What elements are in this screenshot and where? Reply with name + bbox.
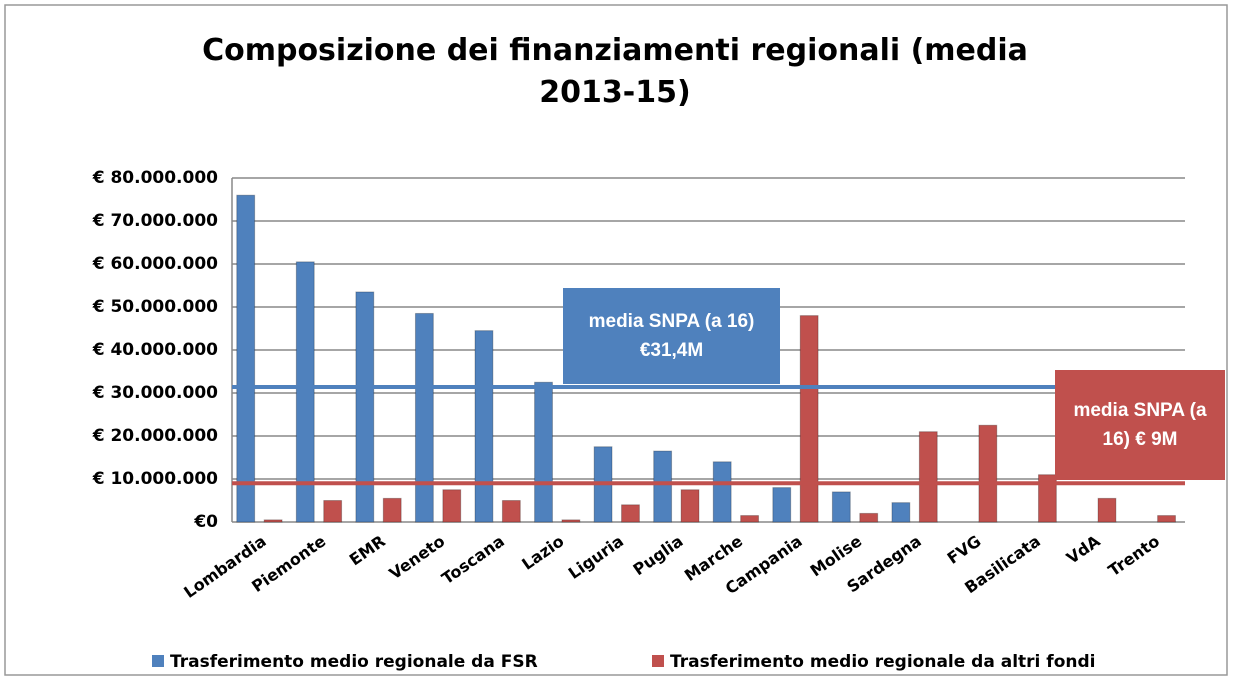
bar bbox=[561, 519, 581, 523]
y-tick-label: € 40.000.000 bbox=[92, 340, 218, 360]
y-tick-label: € 20.000.000 bbox=[92, 426, 218, 446]
legend-label: Trasferimento medio regionale da FSR bbox=[170, 652, 538, 672]
bar bbox=[534, 381, 553, 523]
bar bbox=[323, 500, 343, 523]
legend-swatch bbox=[152, 655, 164, 667]
y-tick-label: € 50.000.000 bbox=[92, 297, 218, 317]
bar bbox=[859, 512, 879, 523]
bar bbox=[831, 491, 851, 523]
bar bbox=[1037, 474, 1057, 523]
annotation: media SNPA (a 16) € 9M bbox=[1055, 370, 1225, 480]
bar bbox=[621, 504, 640, 523]
y-tick-label: € 70.000.000 bbox=[92, 211, 218, 231]
title-box: Composizione dei finanziamenti regionali… bbox=[202, 33, 1028, 110]
bar bbox=[1157, 515, 1176, 523]
bar bbox=[355, 291, 375, 523]
legend-swatch bbox=[652, 655, 664, 667]
bar bbox=[740, 515, 760, 523]
bar bbox=[382, 497, 402, 523]
bar bbox=[680, 489, 700, 523]
bar bbox=[978, 424, 998, 523]
chart-title: Composizione dei finanziamenti regionali… bbox=[202, 33, 1028, 110]
bar bbox=[653, 450, 673, 523]
bar bbox=[1097, 497, 1117, 523]
y-tick-label: € 30.000.000 bbox=[92, 383, 218, 403]
bar bbox=[295, 261, 315, 523]
y-tick-label: € 10.000.000 bbox=[92, 469, 218, 489]
bar bbox=[236, 194, 256, 523]
bar bbox=[772, 487, 792, 523]
bar bbox=[712, 461, 732, 523]
bar bbox=[918, 431, 938, 523]
annotation: media SNPA (a 16) €31,4M bbox=[563, 288, 780, 384]
bar bbox=[442, 489, 462, 523]
y-tick-label: €0 bbox=[193, 512, 218, 532]
bar bbox=[414, 312, 434, 523]
bar bbox=[263, 519, 283, 523]
bar bbox=[474, 330, 494, 523]
y-tick-label: € 80.000.000 bbox=[92, 168, 218, 188]
legend-label: Trasferimento medio regionale da altri f… bbox=[670, 652, 1095, 672]
bar bbox=[501, 500, 521, 523]
bar bbox=[891, 502, 911, 523]
y-tick-label: € 60.000.000 bbox=[92, 254, 218, 274]
bar bbox=[799, 315, 819, 523]
